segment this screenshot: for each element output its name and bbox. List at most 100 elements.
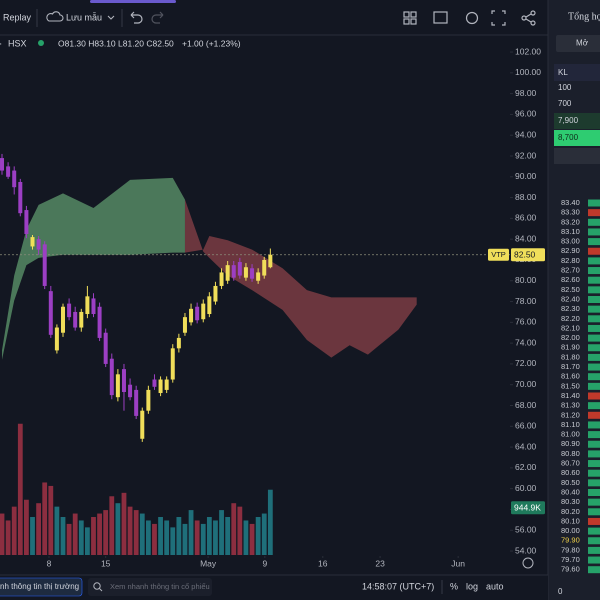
volume-bar xyxy=(170,527,176,555)
search-box[interactable] xyxy=(88,578,212,596)
market-button[interactable]: nh thông tin thị trường xyxy=(0,582,79,591)
volume-bar xyxy=(36,503,42,555)
ladder-bar xyxy=(588,305,600,313)
save-template-button[interactable]: Lưu mẫu xyxy=(66,12,102,22)
volume-bar xyxy=(91,517,96,555)
ladder-bar xyxy=(588,498,600,506)
y-tick-label: 74.00 xyxy=(515,337,537,347)
ticker-tag-label: VTP xyxy=(491,250,506,259)
x-tick-label: 16 xyxy=(318,558,328,568)
candle-body xyxy=(176,337,181,349)
ladder-price: 80.60 xyxy=(561,468,580,477)
ladder-price: 82.00 xyxy=(561,333,580,342)
legend-exchange: HSX xyxy=(8,38,27,48)
ladder-price: 82.20 xyxy=(561,314,580,323)
volume-bar xyxy=(176,517,182,555)
candle-body xyxy=(195,306,200,321)
redo-icon[interactable] xyxy=(151,11,164,24)
size-value: 8,700 xyxy=(558,133,579,142)
ladder-price: 80.10 xyxy=(561,516,580,525)
search-placeholder[interactable]: Xem nhanh thông tin cổ phiếu xyxy=(110,582,210,591)
candle-body xyxy=(91,298,96,315)
volume-bar xyxy=(17,423,23,555)
y-tick-label: 102.00 xyxy=(515,46,541,56)
x-tick-label: May xyxy=(200,558,217,568)
column-label: KL xyxy=(558,68,568,77)
ladder-bar xyxy=(588,479,600,487)
ladder-bar xyxy=(588,566,600,574)
volume-bar xyxy=(66,523,72,555)
ladder-bar xyxy=(588,199,600,207)
volume-bar xyxy=(84,527,90,555)
blank-row xyxy=(554,148,600,164)
volume-bar xyxy=(152,523,157,555)
ladder-price: 82.40 xyxy=(561,294,580,303)
ladder-price: 82.60 xyxy=(561,275,580,284)
dropdown-icon[interactable] xyxy=(107,15,115,20)
y-tick-label: 64.00 xyxy=(515,441,537,451)
volume-bar xyxy=(0,513,5,555)
fullscreen-icon[interactable] xyxy=(491,10,506,26)
y-tick-label: 86.00 xyxy=(515,213,537,223)
ladder-bar xyxy=(588,228,600,236)
settings-icon[interactable] xyxy=(465,11,479,25)
legend-dot: · xyxy=(0,39,2,50)
ladder-price: 81.20 xyxy=(561,410,580,419)
ladder-price: 80.30 xyxy=(561,497,580,506)
ladder-bar xyxy=(588,546,600,554)
ichimoku-cloud xyxy=(184,199,417,358)
replay-button[interactable]: Replay xyxy=(3,12,32,22)
open-button-bg[interactable] xyxy=(556,35,600,52)
candle-body xyxy=(18,181,23,214)
volume-bar xyxy=(158,517,163,555)
volume-bar xyxy=(164,520,170,555)
volume-bar xyxy=(115,503,121,555)
auto-toggle[interactable]: auto xyxy=(486,581,504,591)
ladder-bar xyxy=(588,460,600,468)
cloud-icon[interactable] xyxy=(46,11,64,22)
legend-change: +1.00 (+1.23%) xyxy=(182,38,241,48)
ladder-price: 80.00 xyxy=(561,526,580,535)
layout-icon[interactable] xyxy=(403,11,417,25)
ladder-bar xyxy=(588,238,600,246)
market-button-bg[interactable] xyxy=(0,577,83,597)
ladder-bar xyxy=(588,247,600,255)
ladder-bar xyxy=(588,469,600,477)
axis-settings-icon[interactable] xyxy=(522,557,534,569)
percent-toggle[interactable]: % xyxy=(450,581,458,591)
candle-body xyxy=(152,379,157,387)
x-tick-label: 23 xyxy=(375,558,385,568)
window-icon[interactable] xyxy=(433,11,448,24)
ladder-price: 83.10 xyxy=(561,227,580,236)
x-tick-label: 8 xyxy=(47,558,52,568)
ladder-bar xyxy=(588,508,600,516)
volume-bar xyxy=(78,520,84,555)
candle-body xyxy=(134,389,139,416)
y-tick-label: 98.00 xyxy=(515,88,537,98)
ladder-bar xyxy=(588,267,600,275)
candle-body xyxy=(128,384,133,398)
legend-ohlc: O81.30 H83.10 L81.20 C82.50 xyxy=(58,38,174,48)
volume-bar xyxy=(48,485,54,555)
ladder-price: 81.30 xyxy=(561,401,580,410)
log-toggle[interactable]: log xyxy=(466,581,478,591)
volume-bar xyxy=(127,506,133,555)
ladder-bar xyxy=(588,411,600,419)
ladder-price: 83.40 xyxy=(561,198,580,207)
open-button[interactable]: Mở xyxy=(576,39,589,48)
candle-body xyxy=(109,358,114,396)
y-tick-label: 90.00 xyxy=(515,171,537,181)
volume-bar xyxy=(231,503,237,555)
volume-bar xyxy=(109,496,115,555)
volume-bar xyxy=(133,510,139,555)
volume-bar xyxy=(255,517,261,555)
y-tick-label: 80.00 xyxy=(515,275,537,285)
candle-body xyxy=(0,158,5,171)
volume-bar xyxy=(188,510,194,555)
ladder-bar xyxy=(588,440,600,448)
share-icon[interactable] xyxy=(521,10,536,26)
undo-icon[interactable] xyxy=(130,11,143,24)
ladder-bar xyxy=(588,296,600,303)
volume-bar xyxy=(237,506,243,555)
volume-bar xyxy=(145,520,151,555)
